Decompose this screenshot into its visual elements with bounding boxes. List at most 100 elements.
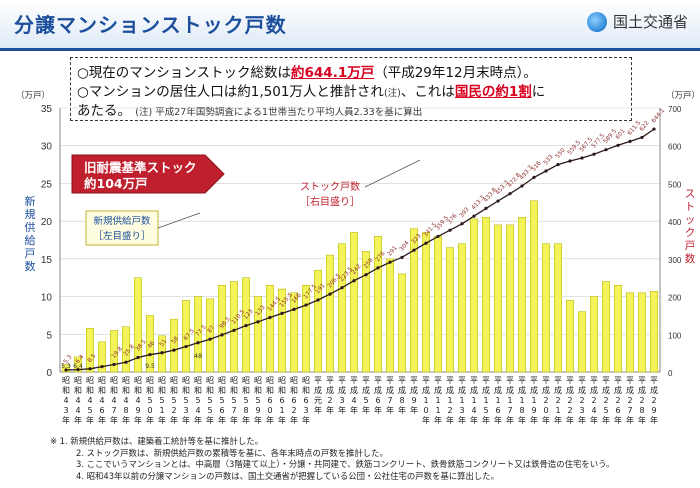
supply-bar [338,243,346,373]
x-tick-label: 昭 [290,376,298,385]
x-tick-label: 昭 [98,376,106,385]
stock-point [184,344,188,349]
x-tick-label: 年 [254,415,262,425]
supply-value-label: 6.4 [73,363,83,370]
supply-value-label: 9.5 [145,363,155,370]
summary-text: （平成29年12月末時点）。 [374,65,537,81]
stock-point [148,353,152,357]
right-axis-title-char: ト [685,201,696,213]
x-tick-label: 成 [362,385,370,395]
x-tick-label: 4 [99,396,104,405]
footnotes: ※ 1. 新規供給戸数は、建築着工統計等を基に推計した。 2. ストック戸数は、… [50,436,690,482]
supply-bar [314,269,322,373]
bar-series-pointer [157,212,201,229]
x-tick-label: 平 [590,376,598,385]
supply-bar [290,292,298,373]
x-tick-label: 和 [98,386,106,395]
x-tick-label: 年 [446,415,454,425]
x-tick-label: 成 [650,385,658,395]
x-tick-label: 年 [434,415,442,425]
x-tick-label: 和 [278,386,286,395]
x-tick-label: 8 [399,396,404,405]
supply-value-label: 48 [194,352,202,360]
right-axis-title-char: ッ [685,214,696,226]
supply-bar [458,243,466,373]
x-tick-label: 2 [567,396,572,405]
x-tick-label: 年 [194,415,202,425]
stock-point [640,135,644,140]
x-tick-label: 年 [542,415,550,425]
chart-area: 0 0 5 100 10 200 15 300 20 400 25 500 30 600 35 700 （万戸）… [0,85,700,435]
ministry-logo: 国土交通省 [586,11,688,32]
stock-point [388,260,392,264]
supply-bar [62,364,70,373]
supply-bar [230,281,238,373]
supply-bar [530,200,538,373]
x-tick-label: 1 [435,406,440,415]
supply-bar [194,296,202,373]
x-tick-label: 平 [542,376,550,385]
x-tick-label: 昭 [218,376,226,385]
supply-bar [434,235,442,373]
x-tick-label: 9 [531,406,536,415]
x-tick-label: 6 [291,396,296,405]
left-axis-unit: （万戸） [16,90,50,101]
supply-bar [602,281,610,373]
x-tick-label: 4 [195,406,200,415]
supply-bar [326,254,334,373]
stock-point [208,337,212,341]
x-tick-label: 5 [183,396,188,405]
stock-point [76,367,80,372]
supply-bar [122,326,130,373]
x-tick-label: 成 [602,385,610,395]
x-tick-label: 昭 [266,376,274,385]
supply-bar [218,285,226,373]
x-tick-label: 年 [350,405,358,415]
stock-line [65,128,655,371]
x-tick-label: 9 [651,406,656,415]
x-tick-label: 成 [506,385,514,395]
summary-text: 、これは [400,84,455,100]
x-tick-label: 2 [603,396,608,405]
x-tick-label: 5 [87,406,92,415]
x-tick-label: 2 [651,396,656,405]
x-tick-label: 2 [627,396,632,405]
x-tick-label: 平 [518,376,526,385]
x-tick-label: 年 [86,415,94,425]
x-tick-label: 昭 [170,376,178,385]
x-tick-label: 平 [566,376,574,385]
x-tick-label: 3 [183,406,188,415]
supply-bar [446,247,454,373]
stock-point [508,192,512,196]
stock-value-label: 516 [531,160,543,173]
x-tick-label: 年 [494,415,502,425]
stock-point [592,152,596,156]
x-tick-label: 5 [483,406,488,415]
x-tick-label: 年 [134,415,142,425]
right-axis-title-char: ク [685,227,696,239]
x-tick-label: 2 [447,406,452,415]
x-tick-label: 年 [482,415,490,425]
supply-bar [182,300,190,373]
x-tick-label: 0 [267,406,272,415]
stock-point [436,234,440,239]
x-tick-label: 4 [123,396,128,405]
footnote: ※ 1. 新規供給戸数は、建築着工統計等を基に推計した。 [50,436,263,446]
x-tick-label: 年 [362,405,370,415]
x-tick-label: 年 [506,415,514,425]
x-tick-label: 成 [590,385,598,395]
x-tick-label: 年 [62,415,70,425]
x-tick-label: 4 [135,396,140,405]
x-tick-label: 平 [434,376,442,385]
x-tick-label: 成 [458,385,466,395]
stock-point [328,292,332,296]
bar-series-label-scale: ［左目盛り］ [93,230,150,242]
x-tick-label: 2 [555,396,560,405]
x-tick-label: 成 [578,385,586,395]
x-tick-label: 成 [470,385,478,395]
x-tick-label: 年 [266,415,274,425]
supply-bar [266,285,274,373]
x-tick-label: 年 [170,415,178,425]
stock-value-label: 453.3 [495,180,510,197]
